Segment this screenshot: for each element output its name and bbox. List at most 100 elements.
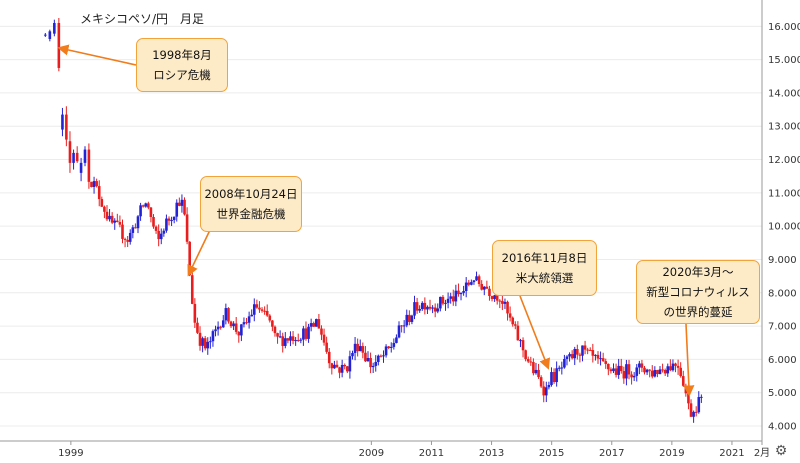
candle-up bbox=[382, 355, 385, 357]
candle-up bbox=[459, 292, 463, 295]
x-tick-label: 2011 bbox=[419, 448, 444, 459]
candle-down bbox=[103, 206, 106, 212]
candle-down bbox=[356, 343, 359, 352]
y-tick-label: 14.000 bbox=[768, 88, 800, 99]
candle-down bbox=[687, 393, 690, 404]
candle-down bbox=[640, 363, 644, 368]
candle-down bbox=[296, 340, 300, 342]
candle-up bbox=[170, 220, 173, 222]
candle-up bbox=[61, 114, 64, 130]
candle-up bbox=[211, 331, 215, 342]
candle-up bbox=[560, 367, 564, 369]
x-tick-label: 2013 bbox=[479, 448, 504, 459]
gear-icon[interactable]: ⚙ bbox=[774, 443, 788, 459]
candle-down bbox=[147, 203, 150, 208]
candle-down bbox=[198, 332, 202, 346]
candle-down bbox=[286, 338, 290, 341]
candle-down bbox=[441, 296, 445, 304]
candle-down bbox=[325, 342, 328, 352]
candle-up bbox=[108, 215, 111, 220]
y-axis-ticks: 4.000 5.000 6.000 7.000 8.000 9.000 10.000 11.0… bbox=[768, 22, 800, 433]
candle-down bbox=[679, 367, 682, 377]
candle-up bbox=[172, 216, 176, 221]
candle-up bbox=[113, 220, 117, 223]
candle-down bbox=[586, 349, 589, 351]
candle-up bbox=[638, 363, 641, 368]
candle-up bbox=[366, 357, 370, 362]
candle-up bbox=[625, 364, 628, 379]
candle-down bbox=[65, 114, 68, 140]
candle-down bbox=[408, 314, 411, 322]
candle-up bbox=[371, 365, 375, 368]
callout-line: 世界金融危機 bbox=[216, 207, 286, 221]
y-tick-label: 8.000 bbox=[768, 288, 797, 299]
candle-down bbox=[537, 369, 540, 378]
candle-down bbox=[516, 325, 520, 341]
candle-up bbox=[557, 367, 561, 369]
candle-down bbox=[619, 365, 623, 372]
candle-up bbox=[503, 301, 507, 304]
x-tick-label: 2021 bbox=[719, 448, 744, 459]
candle-up bbox=[232, 323, 235, 327]
candle-up bbox=[48, 31, 52, 39]
candle-up bbox=[700, 396, 703, 398]
candle-down bbox=[97, 186, 101, 200]
candle-down bbox=[614, 368, 618, 375]
candle-down bbox=[154, 226, 158, 231]
candle-up bbox=[159, 233, 163, 240]
callout-covid-pandemic: 2020年3月～ 新型コロナウィルス の世界的蔓延 bbox=[636, 260, 760, 324]
candle-down bbox=[457, 290, 460, 295]
callout-line: 米大統領選 bbox=[515, 271, 574, 285]
candle-up bbox=[470, 282, 473, 285]
candle-up bbox=[573, 348, 577, 359]
candle-down bbox=[529, 361, 533, 363]
candle-up bbox=[224, 308, 228, 321]
candle-up bbox=[418, 309, 421, 311]
candle-down bbox=[669, 366, 672, 371]
candle-down bbox=[190, 275, 194, 304]
x-tick-label: 1999 bbox=[58, 448, 83, 459]
candle-up bbox=[563, 358, 566, 368]
candle-down bbox=[87, 149, 91, 182]
candle-down bbox=[477, 276, 481, 284]
candle-down bbox=[338, 367, 341, 373]
candle-down bbox=[237, 331, 241, 336]
candle-down bbox=[506, 301, 509, 314]
candle-down bbox=[622, 371, 626, 379]
candle-up bbox=[454, 290, 458, 302]
candle-up bbox=[658, 369, 662, 375]
candle-down bbox=[322, 334, 326, 343]
candle-down bbox=[268, 315, 272, 321]
candle-down bbox=[387, 346, 390, 348]
annotation-arrow bbox=[187, 229, 211, 277]
candle-down bbox=[369, 357, 372, 368]
candle-down bbox=[490, 295, 494, 299]
candle-down bbox=[663, 369, 667, 374]
candle-down bbox=[75, 152, 79, 162]
candle-down bbox=[570, 354, 574, 359]
candle-down bbox=[245, 322, 248, 324]
candle-down bbox=[193, 303, 197, 323]
callout-line: 新型コロナウィルス bbox=[646, 284, 750, 299]
candle-up bbox=[294, 340, 297, 342]
candle-down bbox=[276, 333, 279, 337]
candle-up bbox=[462, 290, 465, 293]
candle-down bbox=[152, 216, 155, 227]
candle-down bbox=[539, 377, 543, 387]
x-tick-label: 2015 bbox=[539, 448, 564, 459]
candle-down bbox=[498, 300, 502, 302]
candle-down bbox=[648, 369, 651, 371]
candle-down bbox=[149, 207, 153, 217]
candle-up bbox=[299, 339, 303, 341]
candle-down bbox=[607, 363, 610, 370]
candle-down bbox=[433, 307, 437, 312]
candle-down bbox=[343, 364, 347, 367]
candle-down bbox=[157, 230, 160, 240]
candle-down bbox=[234, 323, 238, 332]
callout-line: 2016年11月8日 bbox=[501, 250, 588, 265]
candle-down bbox=[451, 296, 455, 302]
candle-down bbox=[676, 365, 680, 368]
candle-down bbox=[105, 211, 109, 220]
y-tick-label: 7.000 bbox=[768, 322, 797, 333]
